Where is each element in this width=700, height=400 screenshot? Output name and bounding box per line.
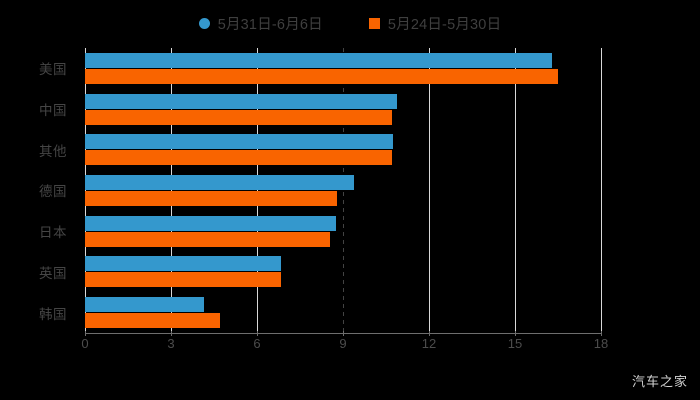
- bar-orange[interactable]: [85, 231, 331, 247]
- bar-row: [85, 292, 601, 333]
- legend-swatch-square-icon: [368, 17, 380, 29]
- y-axis-label-1: 美国: [0, 48, 76, 89]
- x-axis-tick-label-18: 18: [593, 336, 609, 351]
- y-axis-label-text: 中国: [39, 103, 67, 119]
- y-axis-label-2: 中国: [0, 89, 76, 130]
- legend-label-series-2: 5月24日-5月30日: [387, 16, 502, 33]
- bar-row: [85, 211, 601, 252]
- bar-orange[interactable]: [85, 272, 282, 288]
- y-axis-label-text: 日本: [39, 225, 67, 241]
- x-axis-tick-mark-3: [171, 331, 172, 336]
- gridline-18: [601, 48, 602, 333]
- bar-blue[interactable]: [85, 215, 336, 231]
- x-axis-tick-mark-12: [429, 331, 430, 336]
- y-axis-label-text: 美国: [39, 62, 67, 78]
- bar-orange[interactable]: [85, 109, 392, 125]
- bar-orange[interactable]: [85, 190, 338, 206]
- x-axis-tick-mark-18: [601, 331, 602, 336]
- y-axis-label-text: 德国: [39, 184, 67, 200]
- y-axis-label-text: 韩国: [39, 306, 67, 322]
- bar-row: [85, 170, 601, 211]
- legend-swatch-circle-icon: [198, 17, 210, 29]
- legend-label-series-1: 5月31日-6月6日: [217, 16, 323, 33]
- bar-orange[interactable]: [85, 313, 220, 329]
- y-axis-label-6: 英国: [0, 252, 76, 293]
- y-axis-label-text: 其他: [39, 143, 67, 159]
- y-axis-label-7: 韩国: [0, 292, 76, 333]
- legend-item-series-2[interactable]: 5月24日-5月30日: [368, 13, 502, 34]
- watermark-label: 汽车之家: [631, 374, 688, 389]
- x-axis-tick-label-15: 15: [507, 336, 523, 351]
- bar-blue[interactable]: [85, 134, 394, 150]
- y-axis-label-3: 其他: [0, 129, 76, 170]
- y-axis-label-5: 日本: [0, 211, 76, 252]
- x-axis-tick-label-0: 0: [81, 336, 89, 351]
- legend-item-series-1[interactable]: 5月31日-6月6日: [198, 13, 323, 34]
- x-axis-tick-label-12: 12: [421, 336, 437, 351]
- bar-row: [85, 89, 601, 130]
- x-axis-tick-mark-9: [343, 331, 344, 336]
- x-axis-tick-mark-15: [515, 331, 516, 336]
- bar-blue[interactable]: [85, 52, 553, 68]
- x-axis-tick-label-3: 3: [167, 336, 175, 351]
- x-axis-tick-mark-0: [85, 331, 86, 336]
- bar-row: [85, 129, 601, 170]
- bar-row: [85, 252, 601, 293]
- chart-plot-area: [85, 48, 602, 334]
- bar-blue[interactable]: [85, 297, 204, 313]
- bar-blue[interactable]: [85, 93, 398, 109]
- bar-blue[interactable]: [85, 174, 355, 190]
- bar-row: [85, 48, 601, 89]
- y-axis-label-text: 英国: [39, 265, 67, 281]
- y-axis-category-labels: 美国中国其他德国日本英国韩国: [0, 48, 76, 333]
- x-axis-tick-labels: 0 3 6 9 12 15 18: [81, 331, 608, 356]
- chart-legend: 5月31日-6月6日 5月24日-5月30日: [0, 10, 700, 36]
- y-axis-label-4: 德国: [0, 170, 76, 211]
- bar-blue[interactable]: [85, 256, 282, 272]
- bar-orange[interactable]: [85, 68, 558, 84]
- y-axis-line: [85, 48, 86, 333]
- x-axis-tick-label-9: 9: [339, 336, 347, 351]
- bar-orange[interactable]: [85, 150, 392, 166]
- x-axis-tick-mark-6: [257, 331, 258, 336]
- chart-bar-rows: [85, 48, 601, 333]
- x-axis-tick-label-6: 6: [253, 336, 261, 351]
